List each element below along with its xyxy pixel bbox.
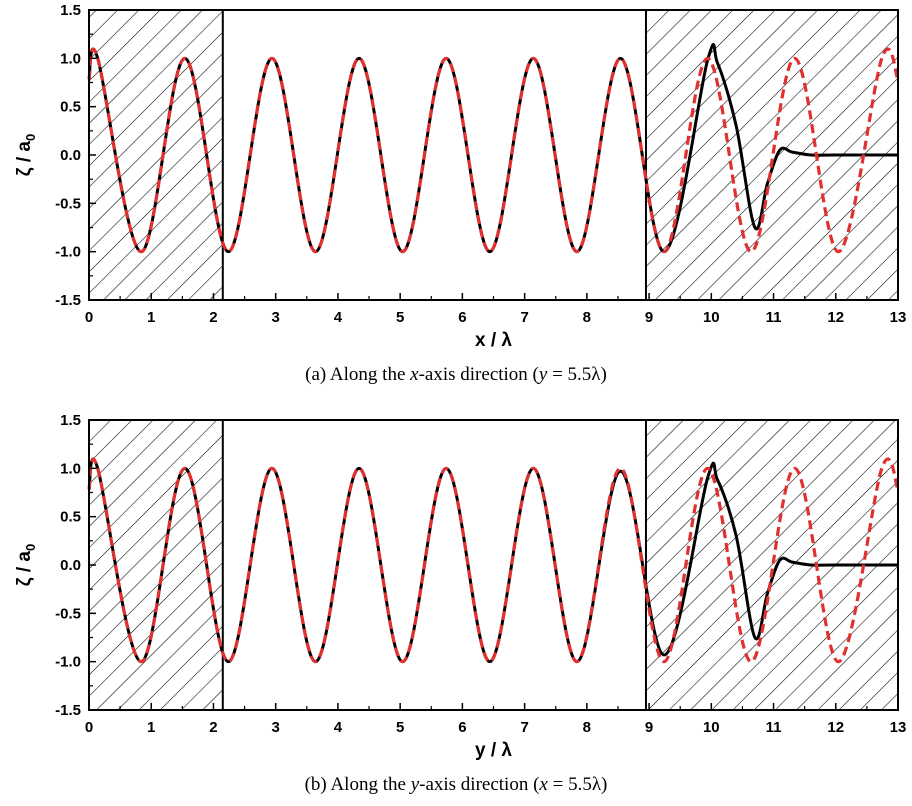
x-tick-label: 13 — [890, 719, 907, 736]
x-tick-label: 8 — [583, 719, 591, 736]
series-line-dashed — [87, 47, 900, 254]
y-tick-label: -1.5 — [55, 292, 81, 309]
x-tick-label: 0 — [85, 309, 93, 326]
x-tick-label: 7 — [520, 309, 528, 326]
y-tick-label: -0.5 — [55, 195, 81, 212]
x-tick-label: 9 — [645, 309, 653, 326]
series-line-solid — [87, 43, 898, 254]
y-tick-label: -0.5 — [55, 605, 81, 622]
x-tick-label: 8 — [583, 309, 591, 326]
x-tick-label: 2 — [209, 719, 217, 736]
x-tick-label: 1 — [147, 309, 155, 326]
hatched-region-1 — [88, 419, 224, 711]
y-axis-label: ζ / a0 — [14, 544, 38, 586]
y-tick-label: 1.0 — [60, 50, 81, 67]
y-tick-label: -1.0 — [55, 654, 81, 671]
y-tick-label: -1.5 — [55, 702, 81, 719]
x-tick-label: 10 — [703, 719, 720, 736]
x-axis-label: y / λ — [475, 740, 512, 761]
y-tick-label: -1.0 — [55, 244, 81, 261]
x-axis-label: x / λ — [475, 330, 512, 351]
series-line-dashed — [87, 457, 900, 664]
y-tick-label: 1.5 — [60, 412, 81, 429]
x-tick-label: 2 — [209, 309, 217, 326]
x-tick-label: 4 — [334, 719, 343, 736]
x-tick-label: 13 — [890, 309, 907, 326]
x-tick-label: 6 — [458, 719, 466, 736]
x-tick-label: 9 — [645, 719, 653, 736]
x-tick-label: 11 — [766, 719, 782, 736]
caption: (b) Along the y-axis direction (x = 5.5λ… — [305, 774, 608, 795]
x-tick-label: 12 — [827, 309, 844, 326]
x-tick-label: 11 — [766, 309, 782, 326]
caption: (a) Along the x-axis direction (y = 5.5λ… — [305, 364, 607, 385]
y-tick-label: 0.0 — [60, 557, 81, 574]
x-tick-label: 6 — [458, 309, 466, 326]
x-tick-label: 10 — [703, 309, 720, 326]
x-tick-label: 12 — [827, 719, 844, 736]
y-tick-label: 1.0 — [60, 460, 81, 477]
x-tick-label: 3 — [272, 309, 280, 326]
panel-a: 0 1 2 3 4 5 6 7 8 9 10 11 12 13-1.5-1.0-0.50.00.51.01… — [14, 2, 906, 385]
x-tick-label: 4 — [334, 309, 343, 326]
x-tick-label: 5 — [396, 719, 404, 736]
x-tick-label: 0 — [85, 719, 93, 736]
x-tick-label: 5 — [396, 309, 404, 326]
x-tick-label: 7 — [520, 719, 528, 736]
x-tick-label: 3 — [272, 719, 280, 736]
panel-b: 0 1 2 3 4 5 6 7 8 9 10 11 12 13-1.5-1.0-0.50.00.51.01… — [14, 412, 906, 795]
hatched-region-1 — [88, 9, 224, 301]
y-tick-label: 0.5 — [60, 99, 81, 116]
y-tick-label: 1.5 — [60, 2, 81, 19]
x-tick-label: 1 — [147, 719, 155, 736]
y-tick-label: 0.5 — [60, 509, 81, 526]
y-axis-label: ζ / a0 — [14, 134, 38, 176]
y-tick-label: 0.0 — [60, 147, 81, 164]
